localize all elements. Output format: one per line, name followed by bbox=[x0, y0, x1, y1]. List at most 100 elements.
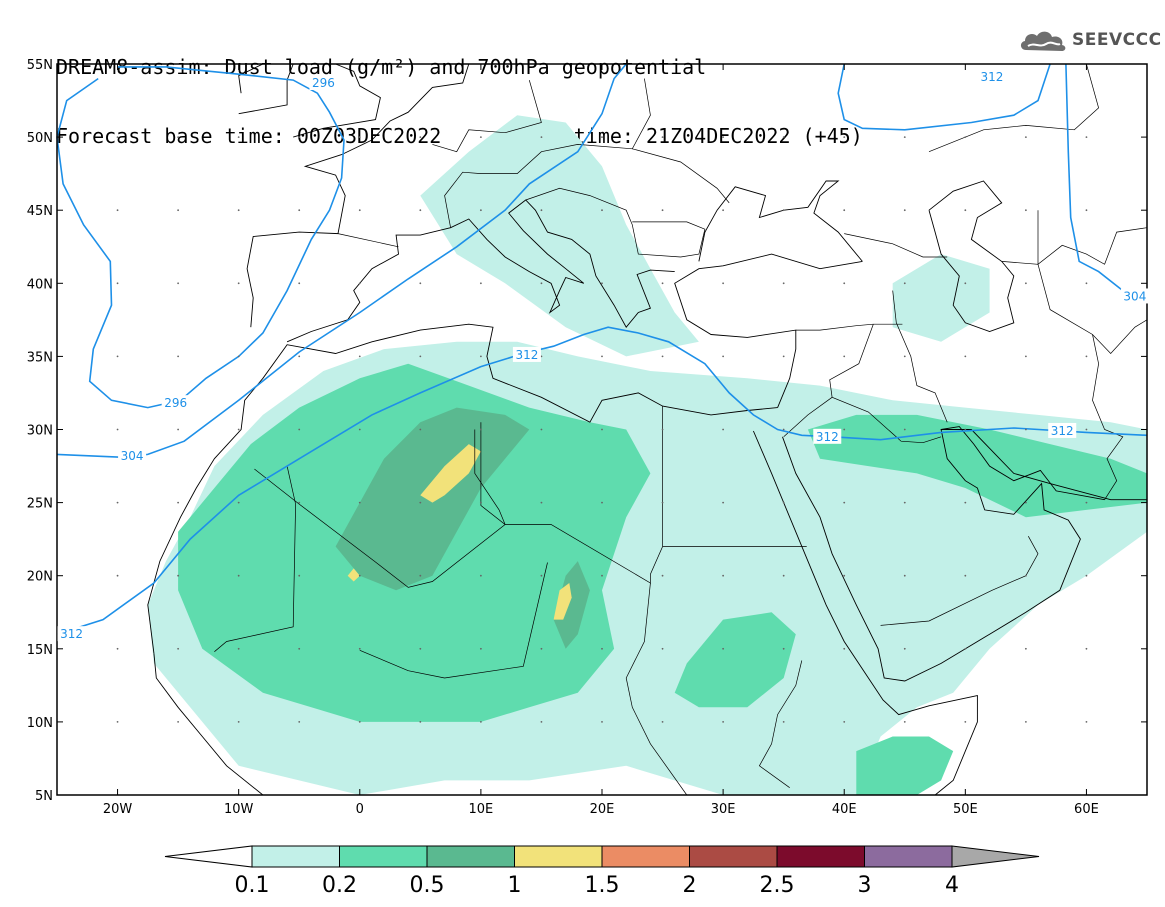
grid-dot bbox=[540, 501, 543, 504]
coast-caspian bbox=[928, 180, 1015, 332]
grid-dot bbox=[1024, 647, 1027, 650]
grid-dot bbox=[601, 501, 603, 504]
geopotential-contours bbox=[56, 63, 1148, 635]
lat-label: 35N bbox=[27, 350, 53, 365]
grid-dot bbox=[903, 501, 906, 504]
lat-label: 50N bbox=[27, 131, 53, 146]
grid-dot bbox=[722, 209, 725, 212]
grid-dot bbox=[722, 647, 725, 650]
colorbar-segment bbox=[601, 845, 690, 868]
map-title: DREAM8-assim: Dust load (g/m²) and 700hP… bbox=[56, 10, 906, 171]
grid-dot bbox=[237, 574, 240, 577]
grid-dot bbox=[661, 282, 664, 285]
grid-dot bbox=[177, 209, 180, 212]
contour-label: 296 bbox=[312, 76, 335, 90]
grid-dot bbox=[601, 721, 603, 723]
grid-dot bbox=[298, 136, 301, 139]
grid-dot bbox=[298, 501, 301, 504]
grid-dot bbox=[661, 136, 664, 139]
grid-dot bbox=[601, 428, 603, 431]
grid-dot bbox=[1085, 574, 1088, 577]
border-libya-south bbox=[480, 406, 663, 584]
grid-dot bbox=[782, 136, 785, 139]
grid-dot bbox=[964, 355, 967, 358]
grid-dot bbox=[903, 355, 906, 358]
grid-dot bbox=[843, 647, 846, 650]
grid-dot bbox=[479, 355, 482, 358]
dust-region-somalia-medium bbox=[856, 736, 954, 795]
coast-gulf-of-guinea bbox=[153, 653, 264, 796]
lat-label: 45N bbox=[27, 204, 53, 219]
title-line-1: DREAM8-assim: Dust load (g/m²) and 700hP… bbox=[56, 55, 707, 79]
colorbar-high-triangle bbox=[951, 845, 1040, 868]
grid-dot bbox=[964, 501, 967, 504]
lat-label: 40N bbox=[27, 277, 53, 292]
contour-label-bg bbox=[309, 75, 338, 91]
grid-dot bbox=[903, 574, 906, 577]
grid-dot bbox=[358, 501, 361, 504]
grid-dot bbox=[843, 428, 846, 431]
grid-dot bbox=[964, 209, 967, 212]
colorbar-segment bbox=[426, 845, 515, 868]
title-line-2: Forecast base time: 00Z03DEC2022 valid t… bbox=[56, 124, 863, 148]
grid-dot bbox=[419, 209, 422, 212]
grid-dot bbox=[298, 428, 301, 431]
grid-dot bbox=[722, 282, 725, 285]
grid-dot bbox=[661, 209, 664, 212]
dust-region-algeria-peak bbox=[420, 444, 481, 503]
grid-dot bbox=[843, 721, 846, 723]
grid-dot bbox=[479, 721, 482, 723]
grid-dot bbox=[540, 574, 543, 577]
dust-region-chad-peak bbox=[553, 583, 572, 620]
grid-dot bbox=[601, 574, 603, 577]
lat-label: 25N bbox=[27, 497, 53, 512]
grid-dot bbox=[1024, 136, 1027, 139]
latitude-labels: 55N 50N 45N 40N 35N 30N 25N 20N 15N 10N 5N bbox=[27, 58, 1147, 804]
grid-dot bbox=[419, 647, 422, 650]
grid-dot bbox=[237, 721, 240, 723]
grid-dot bbox=[177, 282, 180, 285]
grid-dot bbox=[237, 647, 240, 650]
grid-dot bbox=[1085, 282, 1088, 285]
border-iran-west bbox=[892, 290, 948, 423]
grid-dot bbox=[601, 136, 603, 139]
grid-dot bbox=[782, 209, 785, 212]
colorbar-label: 4 bbox=[945, 873, 959, 898]
coast-levant bbox=[674, 253, 863, 408]
grid-dot bbox=[177, 647, 180, 650]
grid-dot bbox=[1024, 501, 1027, 504]
grid-dot bbox=[419, 428, 422, 431]
contour-296-west bbox=[56, 66, 345, 409]
lat-label: 10N bbox=[27, 716, 53, 731]
grid-dot bbox=[479, 574, 482, 577]
contour-label: 312 bbox=[816, 430, 839, 444]
colorbar-label: 1 bbox=[508, 873, 522, 898]
lon-label: 60E bbox=[1074, 802, 1099, 817]
lat-label: 5N bbox=[35, 789, 53, 804]
contour-312-main bbox=[56, 326, 1148, 635]
grid-dot bbox=[1024, 721, 1027, 723]
grid-dot bbox=[358, 574, 361, 577]
grid-dot bbox=[479, 501, 482, 504]
grid-dot bbox=[419, 721, 422, 723]
grid-dot bbox=[903, 721, 906, 723]
grid-dot bbox=[1024, 209, 1027, 212]
grid-dot bbox=[964, 647, 967, 650]
grid-dot bbox=[661, 574, 664, 577]
lon-label: 10E bbox=[469, 802, 494, 817]
border-ukraine bbox=[632, 148, 730, 204]
colorbar-segment bbox=[689, 845, 778, 868]
contour-label: 312 bbox=[60, 627, 83, 641]
contour-label-bg bbox=[1048, 422, 1077, 438]
dust-region-sudan-medium bbox=[674, 612, 796, 708]
grid-dot bbox=[419, 501, 422, 504]
contour-label: 304 bbox=[1123, 289, 1146, 303]
coast-britain bbox=[293, 63, 381, 138]
grid-dot bbox=[177, 574, 180, 577]
contour-label: 296 bbox=[164, 396, 187, 410]
grid-dot bbox=[903, 428, 906, 431]
grid-dot bbox=[782, 282, 785, 285]
grid-dot bbox=[479, 209, 482, 212]
coast-black-sea-north bbox=[698, 180, 863, 262]
border-turkey-syria bbox=[795, 323, 903, 331]
